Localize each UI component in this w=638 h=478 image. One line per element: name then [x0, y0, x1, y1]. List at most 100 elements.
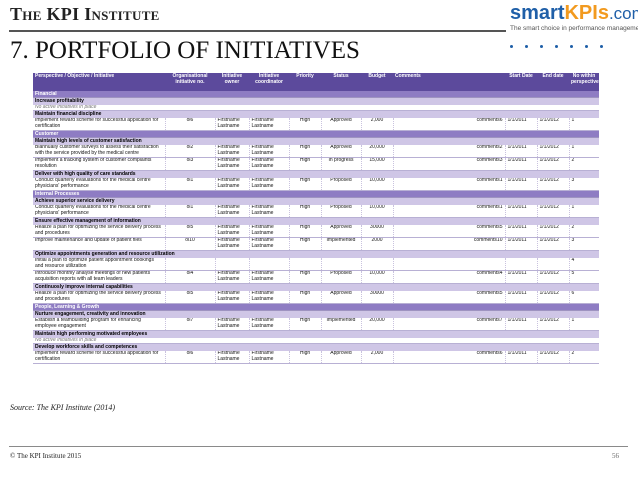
table-cell: 20,000 [361, 145, 394, 158]
initiative-row: Establish a teambuilding program for enh… [33, 318, 599, 331]
source-note: Source: The KPI Institute (2014) [10, 403, 116, 412]
table-cell: oi4 [165, 270, 216, 284]
column-header: Organisational initiative no. [165, 73, 215, 91]
initiative-row: Improve maintenance and update of patien… [33, 237, 599, 251]
table-cell: oi3 [165, 157, 216, 171]
table-cell: Implement a tracking system of customer … [33, 157, 166, 171]
table-cell: 1/1/2011 [505, 291, 538, 304]
table-cell: Realize a plan for optimizing the servic… [33, 291, 166, 304]
table-cell: 1/1/2012 [537, 118, 570, 131]
column-header: Initiative owner [215, 73, 249, 91]
table-cell: 15,000 [361, 157, 394, 171]
table-cell: High [289, 157, 322, 171]
initiative-row: Implement a tracking system of customer … [33, 157, 599, 171]
table-cell: 1 [569, 118, 599, 131]
table-cell: Improve maintenance and update of patien… [33, 237, 166, 251]
table-cell: Approved [321, 291, 362, 304]
table-cell: 1/1/2012 [537, 270, 570, 284]
initiative-row: Realize a plan for optimizing the servic… [33, 225, 599, 238]
table-cell: Conduct quarterly evaluations for the me… [33, 205, 166, 218]
table-cell: 4 [569, 258, 599, 271]
table-cell [537, 258, 570, 271]
objective-row: Develop workforce skills and competences [33, 343, 599, 351]
table-cell: comments1 [393, 205, 506, 218]
table-cell: In progress [321, 157, 362, 171]
initiatives-table: Perspective / Objective / Initiative Orga… [33, 73, 599, 364]
table-body: Financial Increase profitability No active… [33, 91, 599, 364]
initiative-row: Biannually customer surveys to assess th… [33, 145, 599, 158]
initiative-row: Conduct quarterly evaluations for the me… [33, 205, 599, 218]
table-cell: Firstname Lastname [215, 205, 250, 218]
table-cell: Firstname Lastname [215, 178, 250, 191]
table-cell: Introduce monthly analyse meetings of ne… [33, 270, 166, 284]
objective-label: Achieve superior service delivery [33, 197, 599, 205]
table-cell: High [289, 225, 322, 238]
table-cell: Initial a plan to optimize patient appoi… [33, 258, 166, 271]
objective-row: Continuosly improve internal capabilitie… [33, 283, 599, 291]
objective-row: Increase profitability [33, 97, 599, 105]
table-cell: comments2 [393, 145, 506, 158]
table-cell: 1/1/2012 [537, 145, 570, 158]
initiative-row: Initial a plan to optimize patient appoi… [33, 258, 599, 271]
table-cell [393, 258, 506, 271]
table-cell: 1/1/2012 [537, 225, 570, 238]
table-cell: 1 [569, 145, 599, 158]
column-header: No within perspective [569, 73, 599, 91]
table-cell [361, 258, 394, 271]
logo-com: .com [608, 4, 638, 23]
table-cell: comments3 [393, 157, 506, 171]
table-cell: Approved [321, 225, 362, 238]
table-cell: 10,000 [361, 178, 394, 191]
copyright-text: © The KPI Institute 2015 [10, 452, 82, 460]
table-cell: High [289, 178, 322, 191]
table-cell: Approved [321, 145, 362, 158]
table-cell: 1/1/2011 [505, 318, 538, 331]
table-cell: Realize a plan for optimizing the servic… [33, 225, 166, 238]
page-number: 56 [612, 452, 619, 460]
table-cell: Implement reward scheme for successful a… [33, 351, 166, 364]
table-cell: Firstname Lastname [249, 157, 290, 171]
table-cell: comments1 [393, 178, 506, 191]
table-cell: High [289, 270, 322, 284]
table-cell: oi6 [165, 118, 216, 131]
table-cell: 3 [569, 178, 599, 191]
table-cell: 1 [569, 205, 599, 218]
table-cell: Firstname Lastname [249, 205, 290, 218]
table-cell: 1/1/2011 [505, 270, 538, 284]
initiative-row: Implement reward scheme for successful a… [33, 118, 599, 131]
table-cell: oi5 [165, 291, 216, 304]
table-cell: 1/1/2012 [537, 205, 570, 218]
table-cell: Implemented [321, 318, 362, 331]
column-header: Priority [289, 73, 321, 91]
table-cell: oi10 [165, 237, 216, 251]
table-cell: Implement reward scheme for successful a… [33, 118, 166, 131]
table-cell: Firstname Lastname [249, 237, 290, 251]
table-cell: 1/1/2012 [537, 157, 570, 171]
objective-row: Nurture engagement, creativity and innov… [33, 310, 599, 318]
objective-label: Maintain financial discipline [33, 110, 599, 118]
table-cell [321, 258, 362, 271]
objective-label: Develop workforce skills and competences [33, 343, 599, 351]
section-label: Customer [33, 130, 599, 138]
table-cell: oi2 [165, 145, 216, 158]
smartkpis-logo: smartKPIs.com The smart choice in perfor… [510, 2, 638, 48]
table-cell: 2000 [361, 237, 394, 251]
table-cell: Firstname Lastname [215, 237, 250, 251]
objective-label: Maintain high performing motivated emplo… [33, 330, 599, 338]
objective-row: Maintain high performing motivated emplo… [33, 330, 599, 338]
perspective-row: People, Learning & Growth [33, 303, 599, 311]
table-cell: 20,000 [361, 318, 394, 331]
table-cell [165, 258, 216, 271]
table-cell: 1/1/2012 [537, 178, 570, 191]
table-cell: oi7 [165, 318, 216, 331]
objective-label: Ensure effective management of informati… [33, 217, 599, 225]
table-cell: High [289, 118, 322, 131]
column-header: Comments [393, 73, 505, 91]
objective-row: Achieve superior service delivery [33, 197, 599, 205]
table-cell: Firstname Lastname [249, 145, 290, 158]
table-cell: Firstname Lastname [249, 351, 290, 364]
table-cell: 1 [569, 318, 599, 331]
objective-label: Nurture engagement, creativity and innov… [33, 310, 599, 318]
table-cell: 6 [569, 291, 599, 304]
table-cell: oi5 [165, 225, 216, 238]
